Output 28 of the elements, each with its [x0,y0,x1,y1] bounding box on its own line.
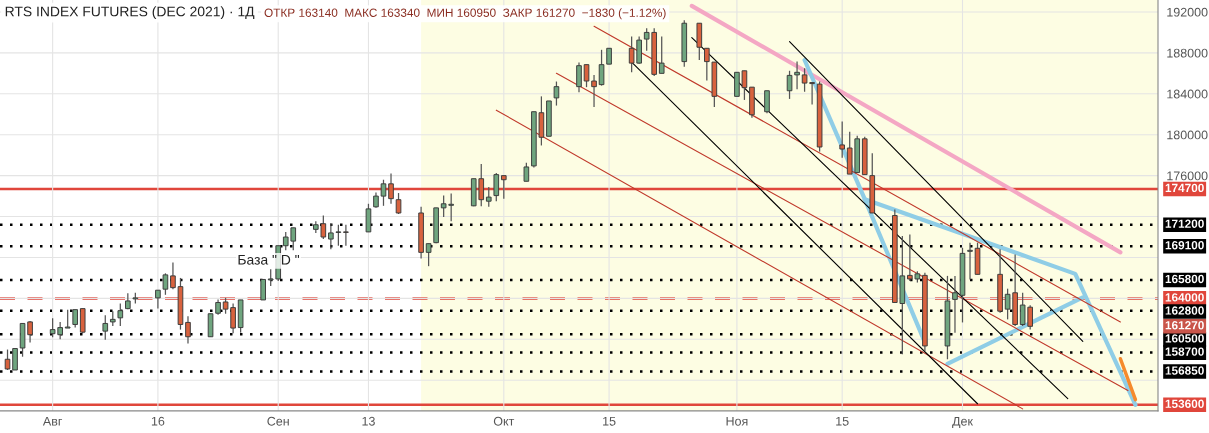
y-tick-label: 184000 [1167,89,1208,99]
x-tick-label: 15 [836,416,849,426]
x-tick-label: Окт [493,416,515,426]
ref-line-label: 162800 [1165,306,1204,315]
ref-line-label: 153600 [1165,399,1204,408]
x-tick-label: Сен [267,416,289,426]
y-tick-label: 176000 [1167,171,1208,181]
text: ОТКР 163140 МАКС 163340 МИН 160950 ЗАКР 161270 −1830 (−1.12%) [264,8,666,20]
x-tick-label: Дек [952,416,973,429]
ref-line-label: 156850 [1165,366,1204,375]
ref-line-label: 171200 [1165,219,1204,228]
x-tick-label: Авг [42,416,63,426]
y-tick-label: 192000 [1167,7,1208,17]
ref-line-label: 164000 [1165,293,1204,302]
ref-line-label: 158700 [1165,347,1204,356]
x-tick-label: 13 [362,416,375,426]
text: 161270 [1165,321,1204,330]
ref-line-label: 165800 [1165,274,1204,284]
y-tick-label: 180000 [1167,130,1208,140]
x-tick-label: 16 [151,416,165,426]
ref-line-label: 169100 [1165,241,1204,250]
chart-title: RTS INDEX FUTURES (DEC 2021) · 1Д [5,6,255,20]
ref-line-label: 174700 [1165,183,1204,193]
annotation: База " D " [238,254,300,265]
x-tick-label: 15 [603,416,616,426]
ref-line-label: 160500 [1165,334,1204,343]
y-tick-label: 188000 [1167,48,1208,58]
x-tick-label: Ноя [726,416,748,426]
